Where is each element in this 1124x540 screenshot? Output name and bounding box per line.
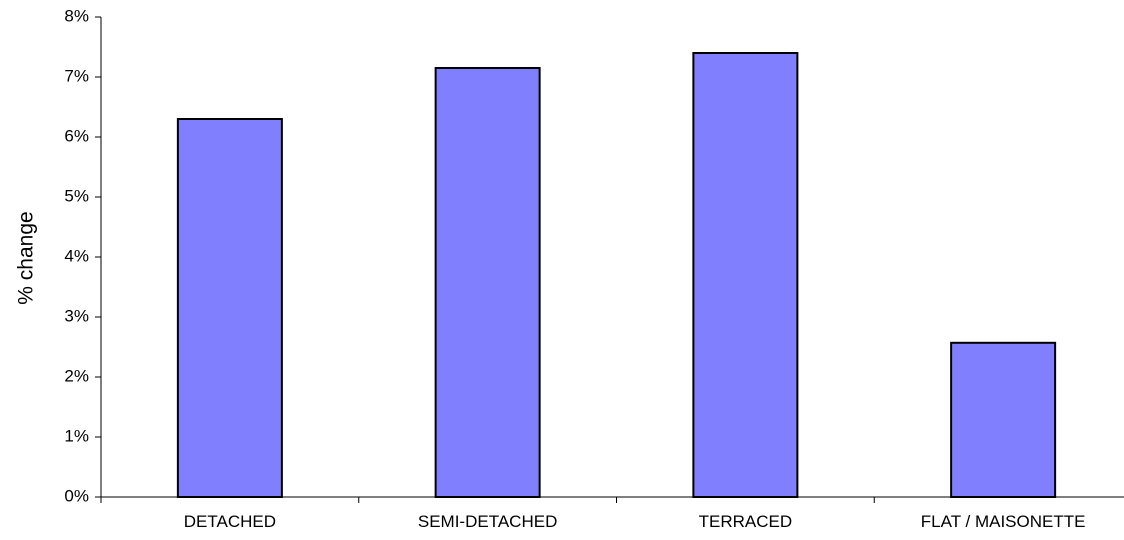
x-axis-labels: DETACHED SEMI-DETACHED TERRACED FLAT / MAIS… xyxy=(184,512,1086,531)
y-tick-label: 0% xyxy=(64,486,89,505)
y-axis-labels: 0% 1% 2% 3% 4% 5% 6% 7% 8% xyxy=(64,6,89,505)
x-tick-label: FLAT / MAISONETTE xyxy=(921,512,1086,531)
bars-group xyxy=(176,52,1057,498)
x-axis-ticks xyxy=(100,497,875,503)
bar-detached xyxy=(176,118,283,498)
y-tick-label: 7% xyxy=(64,66,89,85)
y-tick-label: 3% xyxy=(64,306,89,325)
y-axis-title: % change xyxy=(15,211,38,304)
y-tick-label: 4% xyxy=(64,246,89,265)
bar-terraced xyxy=(692,52,799,498)
x-tick-label: SEMI-DETACHED xyxy=(418,512,557,531)
y-tick-label: 8% xyxy=(64,6,89,25)
x-tick-label: TERRACED xyxy=(699,512,793,531)
y-tick-label: 1% xyxy=(64,426,89,445)
y-axis-ticks xyxy=(95,16,101,498)
bar-flat-maisonette xyxy=(950,341,1057,498)
bar-semi-detached xyxy=(434,67,541,498)
y-tick-label: 5% xyxy=(64,186,89,205)
y-tick-label: 2% xyxy=(64,366,89,385)
y-tick-label: 6% xyxy=(64,126,89,145)
x-tick-label: DETACHED xyxy=(184,512,276,531)
